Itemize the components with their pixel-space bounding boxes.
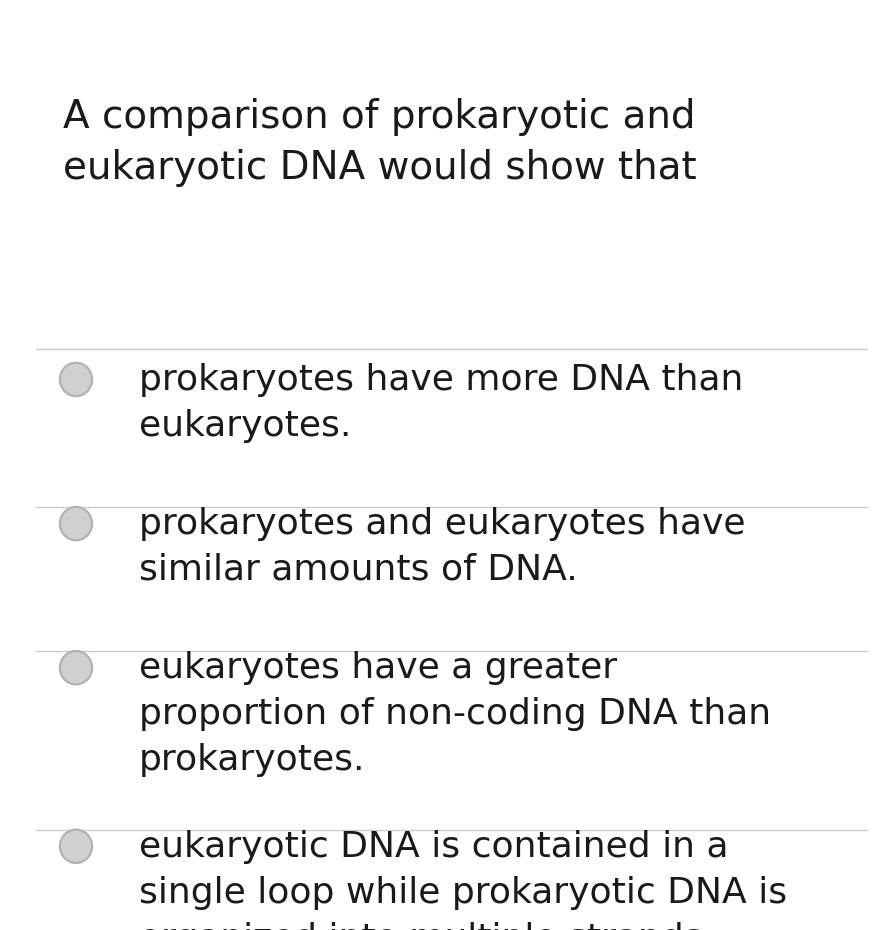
Text: eukaryotes have a greater
proportion of non-coding DNA than
prokaryotes.: eukaryotes have a greater proportion of … — [139, 651, 771, 777]
Circle shape — [60, 830, 92, 863]
Text: A comparison of prokaryotic and
eukaryotic DNA would show that: A comparison of prokaryotic and eukaryot… — [63, 98, 696, 187]
Circle shape — [60, 363, 92, 396]
Text: prokaryotes have more DNA than
eukaryotes.: prokaryotes have more DNA than eukaryote… — [139, 363, 743, 443]
Circle shape — [60, 651, 92, 684]
Text: eukaryotic DNA is contained in a
single loop while prokaryotic DNA is
organized : eukaryotic DNA is contained in a single … — [139, 830, 787, 930]
Circle shape — [60, 507, 92, 540]
Text: prokaryotes and eukaryotes have
similar amounts of DNA.: prokaryotes and eukaryotes have similar … — [139, 507, 745, 587]
